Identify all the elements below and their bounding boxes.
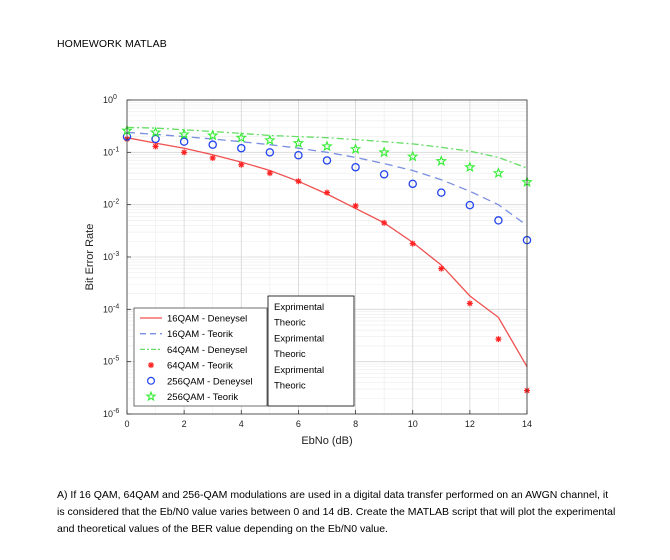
data-point-256qam-teorik — [149, 126, 162, 138]
data-point-64qam-teorik — [466, 300, 473, 307]
data-point-256qam-teorik — [406, 150, 419, 162]
legend-box — [133, 307, 268, 407]
data-point-256qam-deneysel — [379, 170, 389, 179]
data-point-64qam-teorik — [238, 161, 245, 168]
data-point-64qam-teorik — [181, 149, 188, 156]
question-text: A) If 16 QAM, 64QAM and 256-QAM modulati… — [57, 489, 616, 535]
data-point-256qam-deneysel — [494, 216, 503, 225]
y-tick-label: 10-1 — [103, 146, 119, 157]
data-point-256qam-teorik — [206, 129, 219, 141]
annotation-label: Exprimental — [274, 333, 324, 344]
legend-marker — [148, 362, 154, 369]
data-point-256qam-deneysel — [322, 156, 332, 165]
data-point-256qam-teorik — [321, 140, 333, 152]
legend-marker — [146, 376, 155, 385]
y-tick-label: 10-2 — [103, 199, 119, 210]
y-axis-label: Bit Error Rate — [84, 224, 96, 291]
data-point-64qam-teorik — [438, 265, 445, 272]
data-point-256qam-teorik — [264, 134, 276, 146]
data-point-256qam-teorik — [349, 143, 362, 155]
series-line-1 — [126, 131, 528, 227]
x-tick-label: 14 — [522, 419, 532, 429]
data-point-64qam-teorik — [152, 143, 159, 150]
data-point-64qam-teorik — [266, 170, 273, 177]
data-point-64qam-teorik — [381, 219, 388, 226]
y-tick-label: 10-4 — [103, 303, 119, 314]
data-point-64qam-teorik — [209, 154, 216, 161]
data-point-64qam-teorik — [295, 178, 302, 185]
chart-canvas: 0 2 4 6 8 10 12 14 100 10-1 10-2 10-3 10-4 10-5 10-6 Eb… — [84, 94, 533, 447]
x-tick-label: 12 — [465, 419, 475, 429]
legend-label: 64QAM - Deneysel — [167, 345, 247, 356]
data-point-256qam-teorik — [292, 137, 305, 149]
legend-label: 256QAM - Teorik — [167, 392, 238, 403]
y-tick-label: 100 — [103, 94, 117, 105]
data-point-64qam-teorik — [324, 189, 330, 196]
data-point-256qam-deneysel — [237, 143, 246, 153]
annotation-label: Exprimental — [274, 302, 324, 313]
data-point-256qam-deneysel — [151, 134, 160, 144]
annotation-label: Theoric — [274, 349, 306, 360]
data-point-64qam-teorik — [409, 240, 416, 247]
data-point-256qam-teorik — [492, 167, 505, 179]
annotation-label: Exprimental — [274, 365, 324, 376]
x-axis-label: EbNo (dB) — [301, 435, 352, 447]
annotation-label: Theoric — [274, 318, 306, 329]
data-point-256qam-teorik — [178, 128, 190, 140]
y-tick-label: 10-5 — [103, 356, 119, 367]
x-tick-label: 4 — [239, 419, 244, 429]
ber-chart: 0 2 4 6 8 10 12 14 100 10-1 10-2 10-3 10-4 10-5 10-6 Eb… — [60, 80, 620, 460]
data-point-256qam-deneysel — [179, 137, 189, 146]
series-line-2 — [126, 126, 528, 169]
legend-label: 16QAM - Deneysel — [167, 314, 247, 325]
x-tick-label: 2 — [182, 419, 187, 429]
x-tick-label: 8 — [353, 419, 358, 429]
y-tick-label: 10-3 — [103, 251, 119, 262]
data-point-256qam-deneysel — [437, 188, 446, 197]
data-point-256qam-deneysel — [265, 148, 275, 157]
data-point-64qam-teorik — [495, 336, 502, 343]
legend-label: 256QAM - Deneysel — [167, 376, 253, 387]
annotation-label: Theoric — [274, 381, 306, 392]
y-tick-label: 10-6 — [103, 408, 119, 419]
data-point-256qam-deneysel — [208, 140, 217, 149]
x-tick-label: 0 — [124, 419, 129, 429]
data-point-256qam-teorik — [435, 155, 448, 167]
x-tick-label: 10 — [408, 419, 418, 429]
x-tick-label: 6 — [296, 419, 301, 429]
legend-label: 64QAM - Teorik — [167, 361, 233, 372]
document-title: HOMEWORK MATLAB — [57, 38, 167, 50]
legend-label: 16QAM - Teorik — [167, 329, 233, 340]
data-point-256qam-deneysel — [294, 150, 303, 160]
data-point-256qam-teorik — [235, 131, 248, 143]
annotation-box — [267, 295, 355, 407]
data-point-256qam-teorik — [464, 161, 476, 173]
data-point-256qam-deneysel — [465, 200, 475, 210]
data-point-256qam-deneysel — [351, 162, 360, 172]
legend-marker — [145, 390, 157, 402]
data-point-256qam-teorik — [378, 146, 390, 158]
data-point-256qam-deneysel — [408, 179, 417, 189]
data-point-64qam-teorik — [352, 202, 359, 209]
